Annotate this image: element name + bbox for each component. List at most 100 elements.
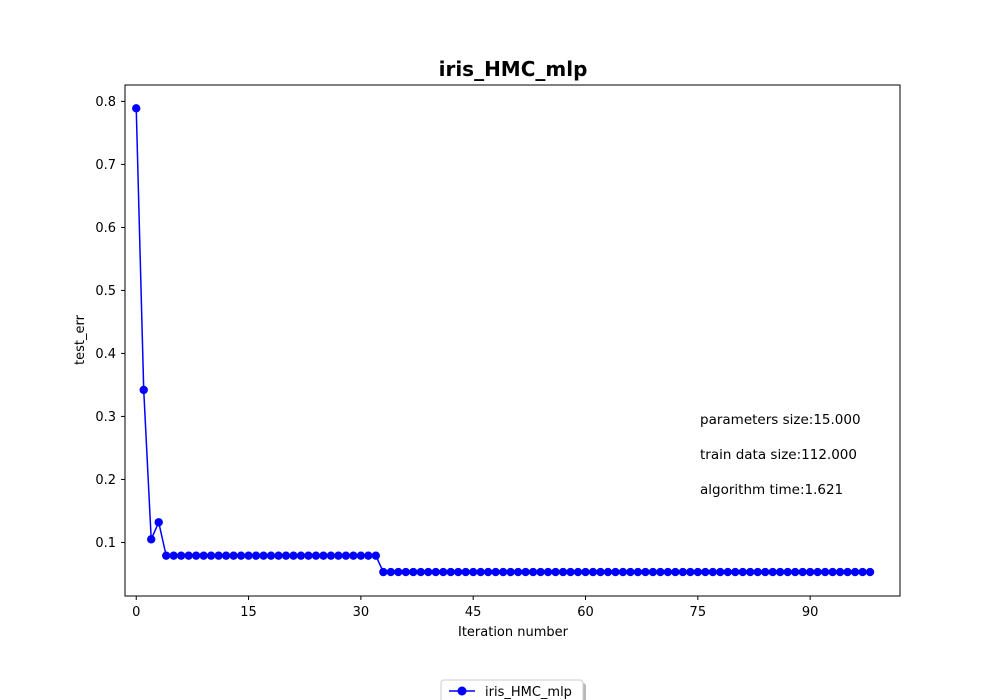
data-point [783,567,792,577]
annotation-algorithm-time: algorithm time:1.621 [700,482,843,498]
data-point [214,551,223,560]
data-point [289,551,298,560]
data-point [768,567,777,577]
data-point [596,567,605,577]
data-point [379,567,388,577]
data-point [341,551,351,560]
series-layer [132,104,875,577]
data-point [551,567,560,577]
data-point [798,567,807,577]
data-point [588,567,598,577]
annotation-parameters-size: parameters size:15.000 [700,412,861,428]
data-point [439,567,448,577]
data-point [521,567,530,577]
data-point [416,567,425,577]
data-point [266,551,276,560]
data-point [813,567,822,577]
data-point [633,567,643,577]
data-point [498,567,508,577]
x-tick-label: 30 [353,605,370,620]
data-point [311,551,321,560]
data-point [296,551,306,560]
data-point [850,567,860,577]
data-point [236,551,246,560]
data-point [513,567,523,577]
data-point [663,567,673,577]
data-point [461,567,470,577]
x-axis-label: Iteration number [458,625,569,640]
data-point [401,567,410,577]
data-point [259,551,268,560]
data-point [603,567,613,577]
x-tick-label: 0 [132,605,140,620]
x-tick-label: 60 [577,605,594,620]
data-point [656,567,665,577]
data-point [274,551,283,560]
data-point [446,567,455,577]
data-point [701,567,710,577]
data-point [543,567,553,577]
data-point [573,567,583,577]
data-point [349,551,358,560]
data-point [843,567,852,577]
data-point [147,535,156,544]
data-point [835,567,845,577]
data-point [386,567,396,577]
data-point [753,567,762,577]
plot-area-frame [124,84,901,597]
data-point [169,551,178,560]
data-point [566,567,575,577]
legend-marker-swatch [457,686,467,696]
data-point [775,567,785,577]
data-point [161,551,171,560]
y-tick-label: 0.2 [95,473,116,488]
y-tick-label: 0.3 [95,410,116,425]
axis-ticks: 0 15 30 45 60 75 90 0.1 0.2 0.3 0.4 0.5 0.6 0.7 0.8 [95,95,818,620]
data-point [491,567,500,577]
data-point [618,567,628,577]
legend-label: iris_HMC_mlp [485,685,572,700]
data-point [454,567,463,577]
annotation-train-data-size: train data size:112.000 [700,447,857,463]
data-point [506,567,515,577]
data-point [221,551,231,560]
data-point [176,551,186,560]
data-point [686,567,695,577]
data-point [611,567,620,577]
x-tick-label: 15 [240,605,257,620]
data-point [424,567,433,577]
data-point [281,551,291,560]
series-line [135,108,871,573]
data-point [648,567,658,577]
data-point [828,567,837,577]
data-point [139,385,148,395]
data-point [364,551,373,560]
data-point [409,567,418,577]
y-axis-label: test_err [73,314,88,365]
data-point [678,567,688,577]
data-point [805,567,815,577]
data-point [723,567,732,577]
y-tick-label: 0.8 [95,95,116,110]
y-tick-label: 0.4 [95,347,116,362]
data-point [761,567,770,577]
x-tick-label: 45 [465,605,482,620]
data-point [371,551,381,560]
legend-box [440,679,584,700]
y-tick-label: 0.6 [95,221,116,236]
data-point [671,567,680,577]
data-point [581,567,590,577]
data-point [468,567,478,577]
data-point [191,551,201,560]
legend: iris_HMC_mlp [440,679,586,700]
data-point [483,567,493,577]
data-point [738,567,747,577]
data-point [746,567,755,577]
data-point [790,567,800,577]
data-point [356,551,366,560]
data-point [199,551,208,560]
data-point [820,567,830,577]
x-tick-label: 90 [802,605,819,620]
data-point [558,567,568,577]
